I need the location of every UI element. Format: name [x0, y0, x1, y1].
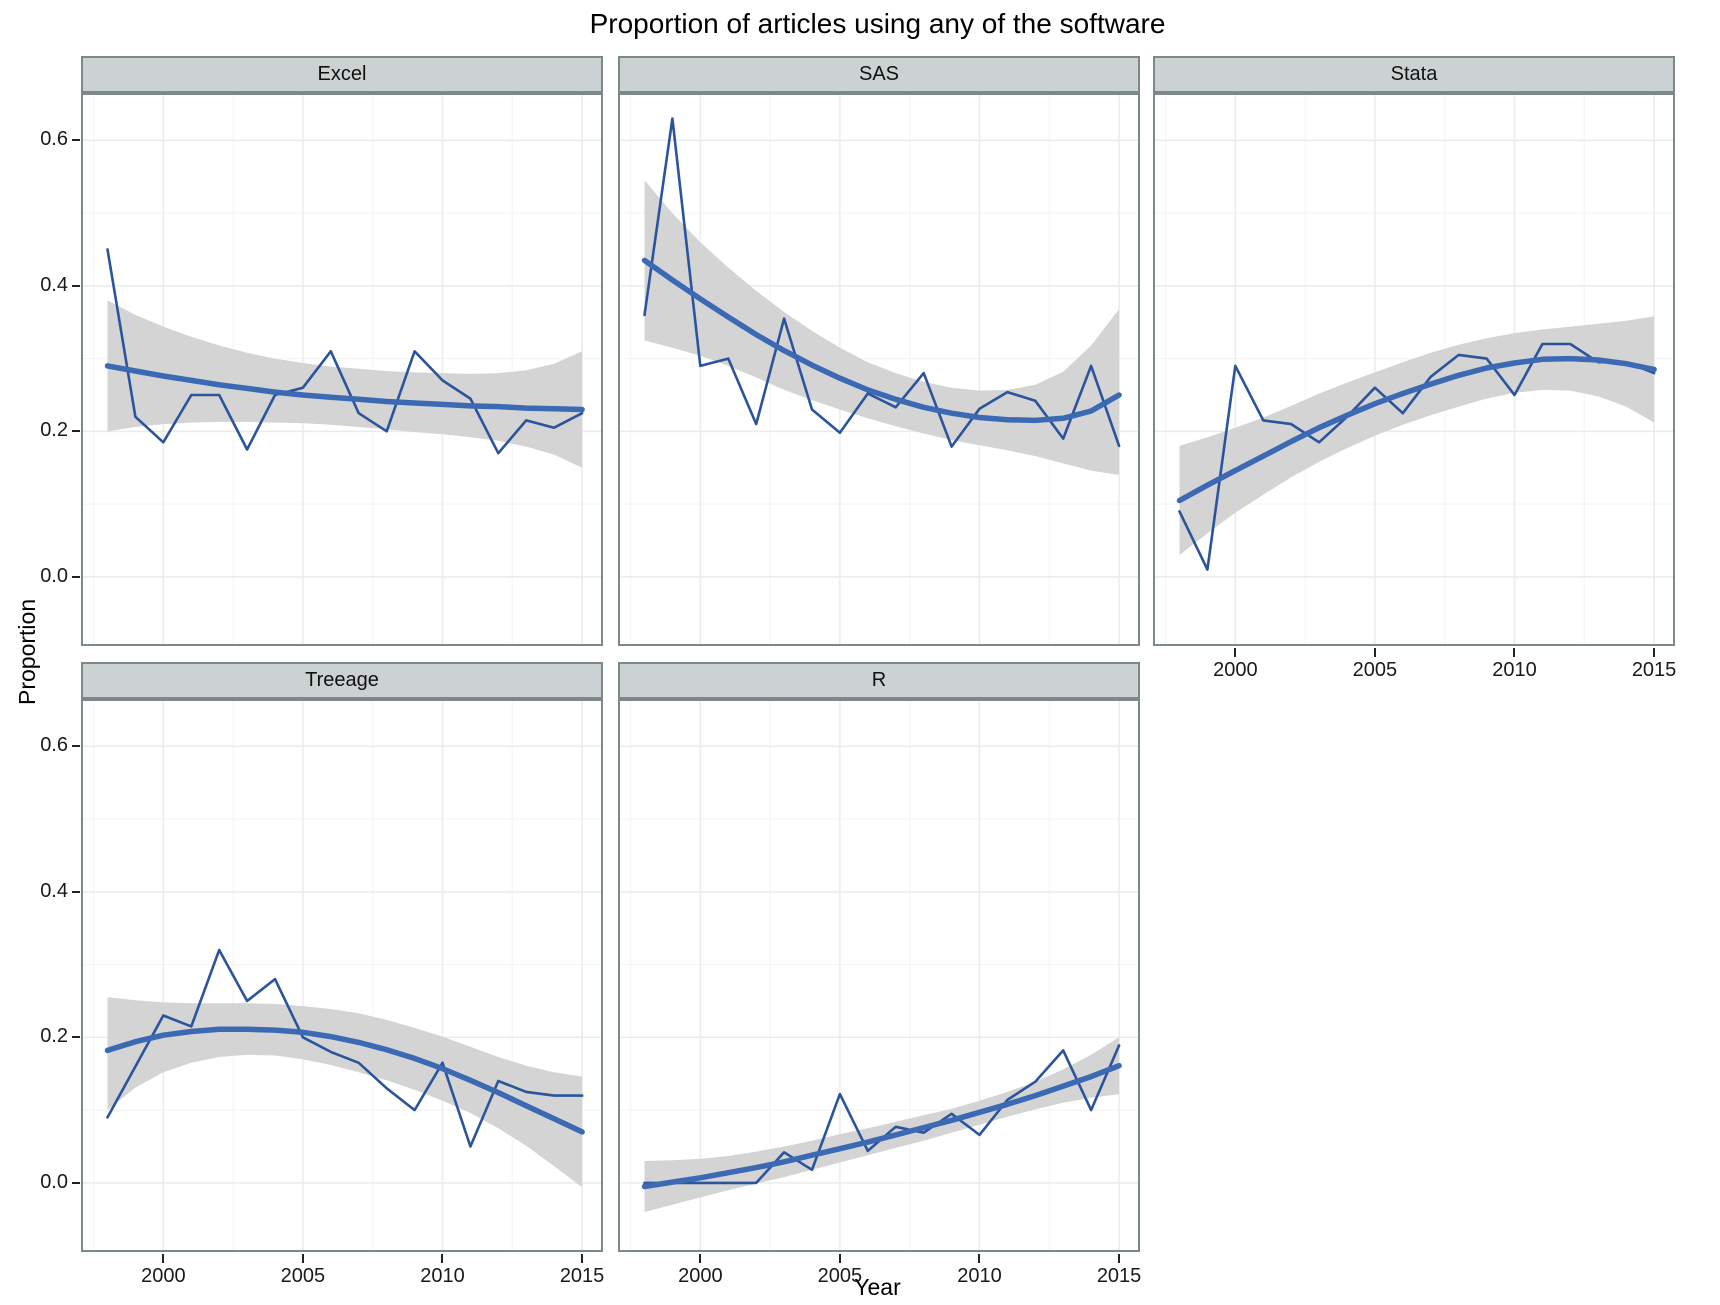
smooth-line [1176, 355, 1657, 504]
x-tick-label: 2015 [1631, 659, 1677, 681]
observed-line [643, 117, 1121, 448]
facet-excel: Excel [81, 56, 603, 646]
confidence-ribbon [644, 1037, 1120, 1212]
x-tick-label: 2015 [1096, 1265, 1142, 1287]
panel-border [1153, 93, 1675, 646]
x-tick-label: 2005 [817, 1265, 863, 1287]
smooth-line [641, 1062, 1122, 1190]
y-tick-mark [72, 745, 80, 748]
y-tick-label: 0.6 [40, 128, 68, 151]
x-tick-mark [162, 1254, 165, 1263]
y-tick-label: 0.0 [40, 564, 68, 587]
x-tick-mark [301, 1254, 304, 1263]
facet-r: R [618, 662, 1140, 1252]
facet-strip-label: R [871, 669, 887, 691]
observed-line [106, 948, 584, 1148]
chart-title: Proportion of articles using any of the … [589, 8, 1166, 39]
smooth-line [104, 363, 585, 413]
x-tick-mark [1653, 648, 1656, 657]
panel-border [81, 93, 603, 646]
x-tick-mark [838, 1254, 841, 1263]
y-tick-label: 0.0 [40, 1170, 68, 1193]
x-tick-label: 2000 [141, 1265, 186, 1287]
facet-panel-svg [1153, 93, 1675, 646]
observed-line [106, 248, 584, 455]
facet-panel-svg [618, 699, 1140, 1252]
facet-strip: R [618, 662, 1140, 699]
facet-panel-svg [81, 699, 603, 1252]
y-tick-label: 0.2 [40, 419, 68, 442]
x-tick-mark [978, 1254, 981, 1263]
x-tick-label: 2005 [280, 1265, 326, 1287]
y-tick-mark [72, 890, 80, 893]
facet-strip: SAS [618, 56, 1140, 93]
x-tick-label: 2015 [559, 1265, 605, 1287]
x-tick-mark [1373, 648, 1376, 657]
facet-stata: Stata [1153, 56, 1675, 646]
y-tick-label: 0.4 [40, 273, 68, 296]
facet-panel-svg [81, 93, 603, 646]
y-tick-mark [72, 575, 80, 578]
y-tick-mark [72, 139, 80, 142]
y-tick-label: 0.6 [40, 734, 68, 757]
facet-sas: SAS [618, 56, 1140, 646]
confidence-ribbon [644, 180, 1120, 476]
x-tick-mark [581, 1254, 584, 1263]
facet-panel-svg [618, 93, 1140, 646]
y-tick-mark [72, 1036, 80, 1039]
x-tick-label: 2010 [420, 1265, 465, 1287]
smooth-line [104, 1026, 585, 1135]
y-tick-label: 0.2 [40, 1025, 68, 1048]
facet-strip: Excel [81, 56, 603, 93]
y-axis-title: Proportion [14, 598, 40, 705]
x-tick-mark [441, 1254, 444, 1263]
x-axis-title: Year [854, 1274, 901, 1300]
y-tick-mark [72, 1181, 80, 1184]
panel-border [618, 699, 1140, 1252]
x-tick-label: 2005 [1352, 659, 1398, 681]
y-tick-mark [72, 430, 80, 433]
smooth-line [641, 257, 1122, 424]
facet-strip-label: Treeage [305, 669, 379, 691]
facet-treeage: Treeage [81, 662, 603, 1252]
x-tick-mark [1513, 648, 1516, 657]
x-tick-label: 2010 [1492, 659, 1537, 681]
facet-strip-label: SAS [858, 63, 900, 85]
facet-strip-label: Excel [317, 63, 367, 85]
panel-border [618, 93, 1140, 646]
x-tick-label: 2010 [957, 1265, 1002, 1287]
facet-strip: Stata [1153, 56, 1675, 93]
x-tick-label: 2000 [1213, 659, 1258, 681]
y-tick-label: 0.4 [40, 879, 68, 902]
confidence-ribbon [107, 997, 583, 1188]
panel-border [81, 699, 603, 1252]
x-tick-mark [699, 1254, 702, 1263]
facet-strip-label: Stata [1390, 63, 1438, 85]
x-tick-label: 2000 [678, 1265, 723, 1287]
x-tick-mark [1234, 648, 1237, 657]
confidence-ribbon [1179, 316, 1655, 555]
y-tick-mark [72, 284, 80, 287]
facet-strip: Treeage [81, 662, 603, 699]
observed-line [1178, 342, 1656, 571]
x-tick-mark [1118, 1254, 1121, 1263]
